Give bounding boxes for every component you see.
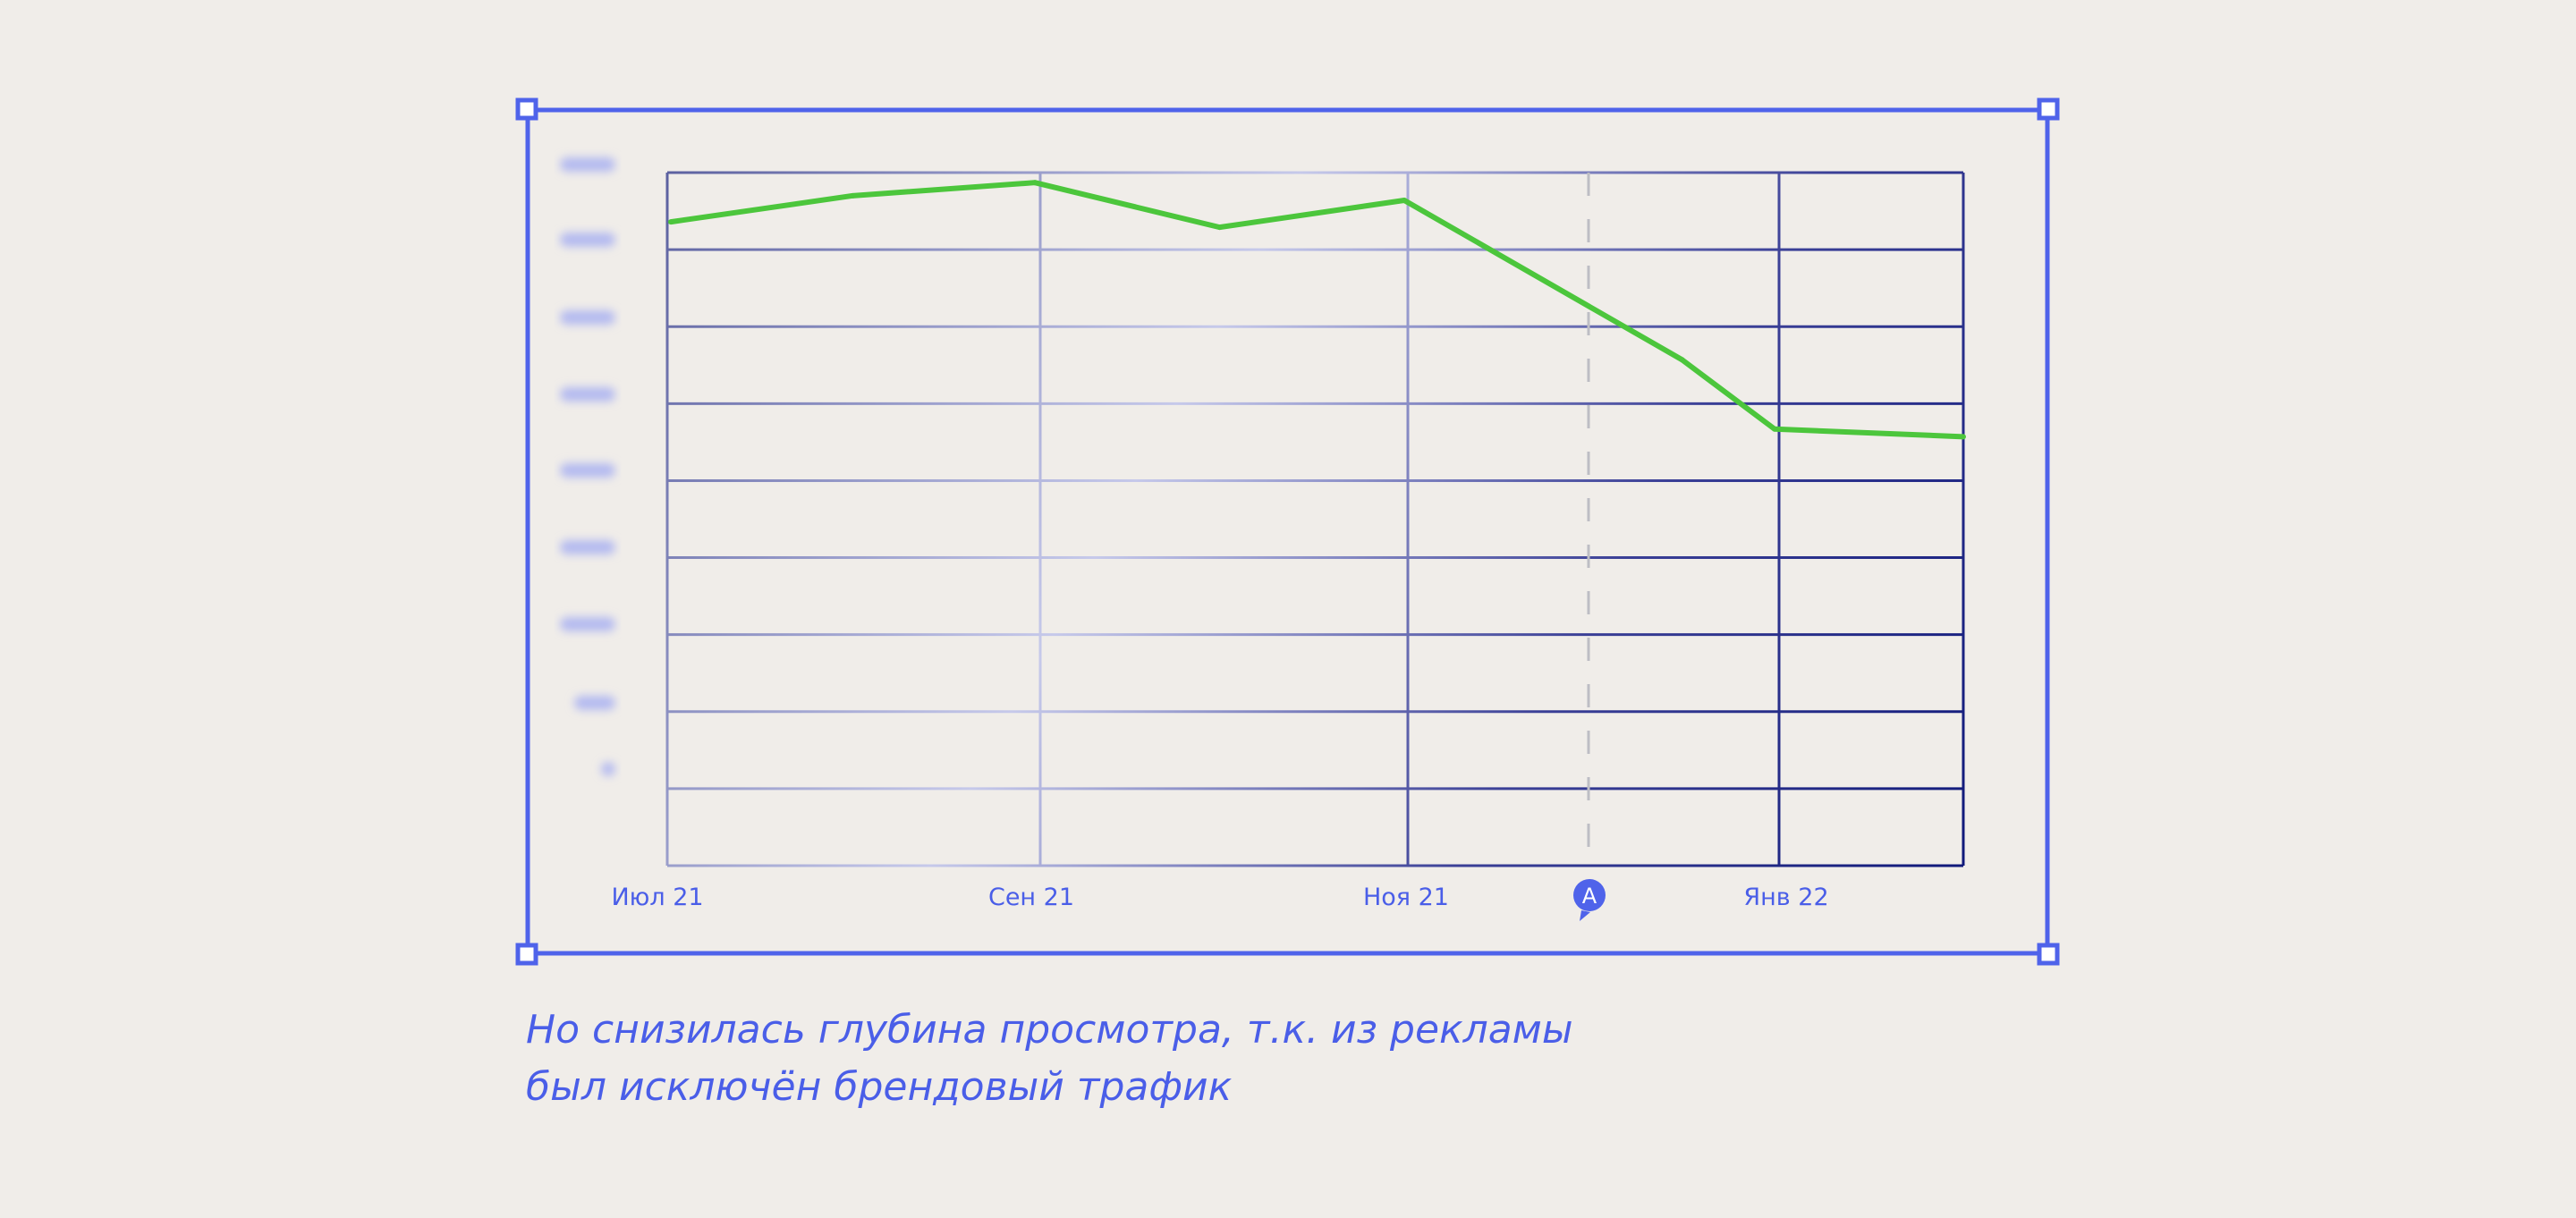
selection-frame[interactable] [515, 97, 2060, 966]
x-axis-labels: Июл 21 Сен 21 Ноя 21 Янв 22 [611, 884, 1828, 911]
resize-handle-bottom-right[interactable] [2037, 943, 2060, 966]
x-tick-label: Янв 22 [1743, 884, 1828, 911]
x-tick-label: Сен 21 [988, 884, 1074, 911]
caption-line-1: Но снизилась глубина просмотра, т.к. из … [526, 1007, 1573, 1053]
annotation-marker-a[interactable]: A [1573, 879, 1606, 921]
data-point [668, 219, 674, 225]
y-tick-label-blurred [560, 310, 615, 325]
data-point [1402, 198, 1407, 203]
series-polyline [670, 180, 1964, 440]
x-tick-label: Июл 21 [611, 884, 703, 911]
data-point [1216, 224, 1223, 231]
x-tick-label: Ноя 21 [1363, 884, 1449, 911]
data-point [1961, 434, 1966, 440]
y-tick-label-blurred [560, 157, 615, 172]
data-point [1772, 426, 1777, 432]
resize-handle-bottom-left[interactable] [515, 943, 538, 966]
grid [665, 171, 1965, 867]
y-tick-label-blurred [560, 233, 615, 247]
y-axis-labels-blurred [560, 157, 615, 776]
y-tick-label-blurred [560, 463, 615, 478]
resize-handle-top-left[interactable] [515, 97, 538, 121]
y-tick-label-blurred [574, 696, 615, 710]
y-tick-label-blurred [560, 540, 615, 554]
y-tick-label-blurred [560, 617, 615, 631]
speech-bubble-icon [1580, 910, 1590, 921]
y-tick-label-blurred [560, 387, 615, 402]
annotation-label: A [1582, 884, 1597, 909]
annotation-bubble [1573, 879, 1606, 911]
resize-handle-top-right[interactable] [2037, 97, 2060, 121]
y-tick-label-blurred [601, 762, 615, 776]
data-point [1032, 180, 1038, 186]
caption-line-2: был исключён брендовый трафик [526, 1064, 1233, 1110]
data-point [850, 192, 856, 199]
data-point [1679, 357, 1685, 363]
series-line [668, 180, 1966, 440]
